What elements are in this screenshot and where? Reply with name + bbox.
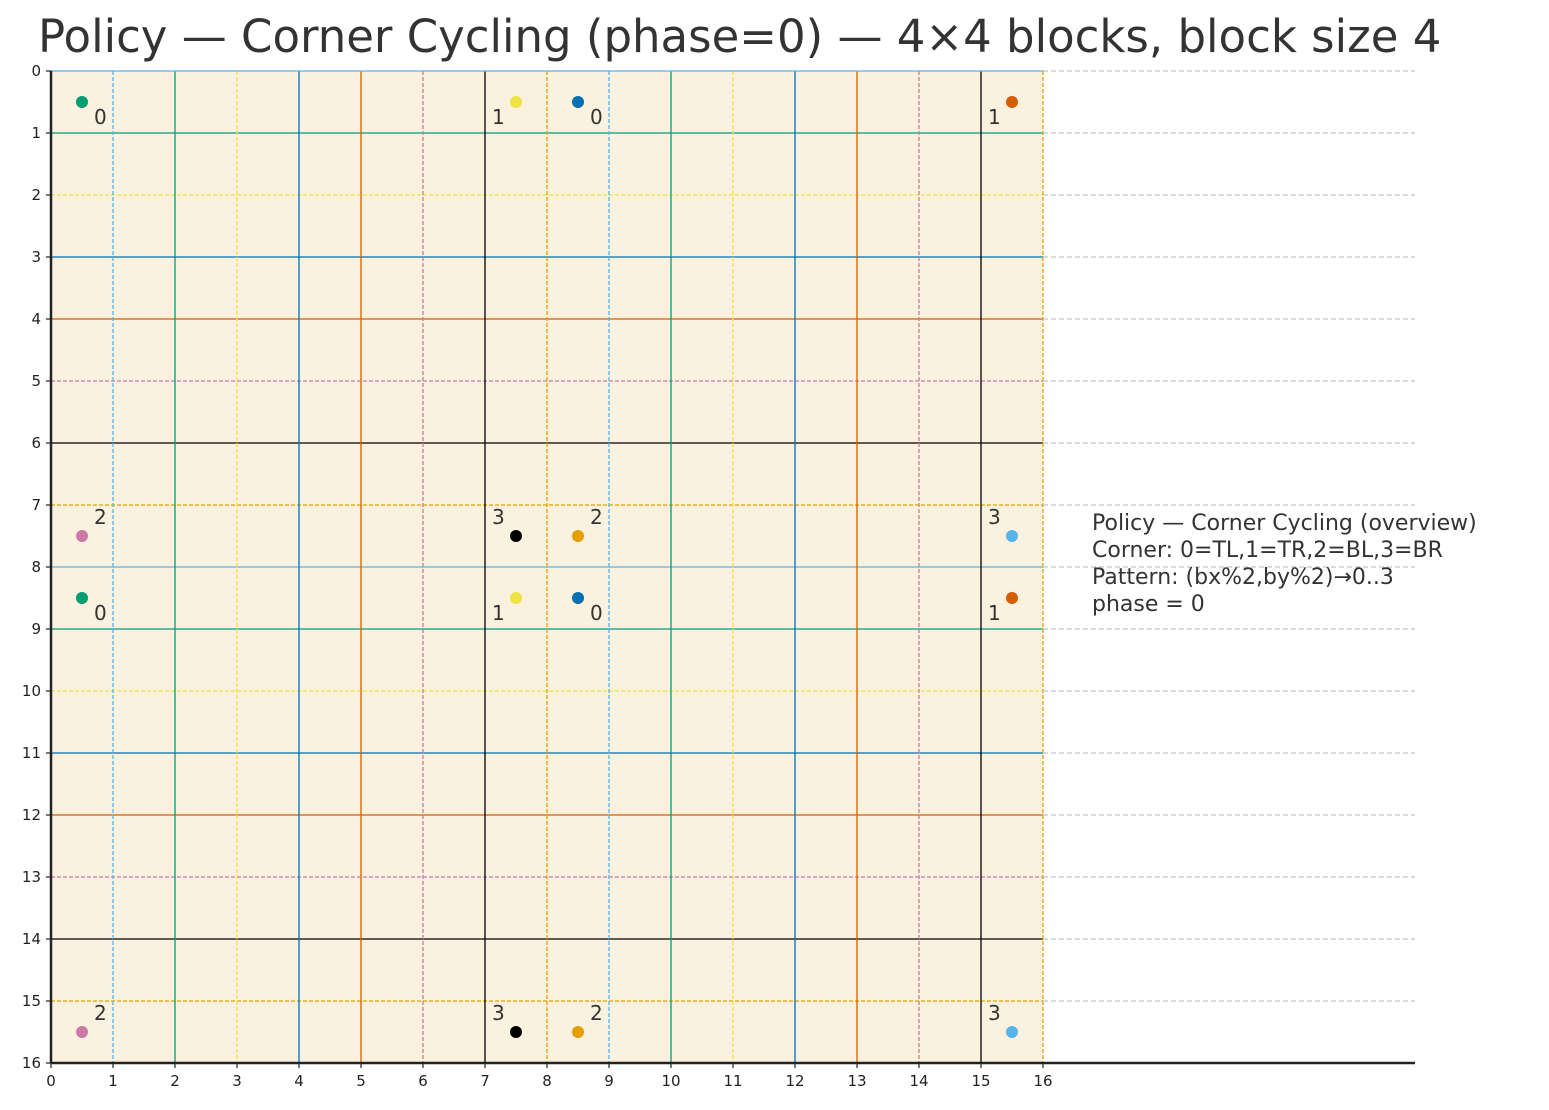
point-label: 0: [94, 601, 107, 625]
x-tick-label: 1: [108, 1072, 118, 1090]
point-label: 2: [590, 505, 603, 529]
annotation-box: Policy — Corner Cycling (overview) Corne…: [1092, 510, 1477, 618]
data-point: [572, 592, 584, 604]
x-tick-labels: 0 1 2 3 4 5 6 7 8 9 10 11 12 13 14 15 16: [46, 1063, 1053, 1090]
data-point: [572, 530, 584, 542]
data-point: [510, 96, 522, 108]
y-tick-label: 6: [31, 434, 41, 452]
data-point: [76, 592, 88, 604]
data-point: [572, 1026, 584, 1038]
y-tick-label: 8: [31, 558, 41, 576]
point-label: 1: [988, 105, 1001, 129]
y-tick-label: 9: [31, 620, 41, 638]
data-point: [1006, 1026, 1018, 1038]
y-tick-label: 7: [31, 496, 41, 514]
x-tick-label: 8: [542, 1072, 552, 1090]
point-label: 1: [492, 105, 505, 129]
y-tick-label: 10: [22, 682, 41, 700]
x-tick-label: 5: [356, 1072, 366, 1090]
data-point: [1006, 96, 1018, 108]
x-tick-label: 4: [294, 1072, 304, 1090]
data-point: [1006, 530, 1018, 542]
point-label: 0: [94, 105, 107, 129]
x-tick-label: 2: [170, 1072, 180, 1090]
data-point: [510, 530, 522, 542]
data-point: [76, 530, 88, 542]
x-tick-label: 14: [909, 1072, 928, 1090]
point-label: 2: [590, 1001, 603, 1025]
point-label: 3: [492, 1001, 505, 1025]
x-tick-label: 3: [232, 1072, 242, 1090]
data-point: [510, 1026, 522, 1038]
data-point: [510, 592, 522, 604]
annotation-line: Policy — Corner Cycling (overview): [1092, 511, 1477, 536]
x-tick-label: 13: [847, 1072, 866, 1090]
data-point: [1006, 592, 1018, 604]
y-tick-label: 11: [22, 744, 41, 762]
y-tick-label: 1: [31, 124, 41, 142]
x-tick-label: 15: [971, 1072, 990, 1090]
x-tick-label: 7: [480, 1072, 490, 1090]
annotation-line: phase = 0: [1092, 592, 1205, 617]
data-point: [76, 96, 88, 108]
x-tick-label: 12: [785, 1072, 804, 1090]
point-label: 1: [492, 601, 505, 625]
y-tick-label: 4: [31, 310, 41, 328]
y-tick-label: 2: [31, 186, 41, 204]
point-label: 1: [988, 601, 1001, 625]
extended-dashed-lines: [1043, 70, 1415, 1002]
y-tick-label: 13: [22, 868, 41, 886]
x-tick-label: 11: [723, 1072, 742, 1090]
y-tick-label: 0: [31, 62, 41, 80]
point-labels: 0 1 0 1 2 3 2 3 0 1 0 1 2 3 2 3: [94, 105, 1001, 1025]
point-label: 3: [988, 1001, 1001, 1025]
y-tick-label: 14: [22, 930, 41, 948]
x-tick-label: 9: [604, 1072, 614, 1090]
point-label: 2: [94, 1001, 107, 1025]
point-label: 0: [590, 105, 603, 129]
y-tick-label: 12: [22, 806, 41, 824]
data-point: [572, 96, 584, 108]
x-tick-label: 16: [1033, 1072, 1052, 1090]
point-label: 0: [590, 601, 603, 625]
point-label: 2: [94, 505, 107, 529]
chart-title: Policy — Corner Cycling (phase=0) — 4×4 …: [38, 10, 1442, 63]
point-label: 3: [988, 505, 1001, 529]
annotation-line: Pattern: (bx%2,by%2)→0..3: [1092, 565, 1394, 590]
grid-lines: [51, 70, 1044, 1063]
y-tick-label: 16: [22, 1054, 41, 1072]
annotation-line: Corner: 0=TL,1=TR,2=BL,3=BR: [1092, 538, 1443, 563]
data-points: [76, 96, 1018, 1038]
data-point: [76, 1026, 88, 1038]
x-tick-label: 0: [46, 1072, 56, 1090]
y-tick-label: 5: [31, 372, 41, 390]
y-tick-label: 15: [22, 992, 41, 1010]
x-tick-label: 6: [418, 1072, 428, 1090]
x-tick-label: 10: [661, 1072, 680, 1090]
y-tick-label: 3: [31, 248, 41, 266]
point-label: 3: [492, 505, 505, 529]
